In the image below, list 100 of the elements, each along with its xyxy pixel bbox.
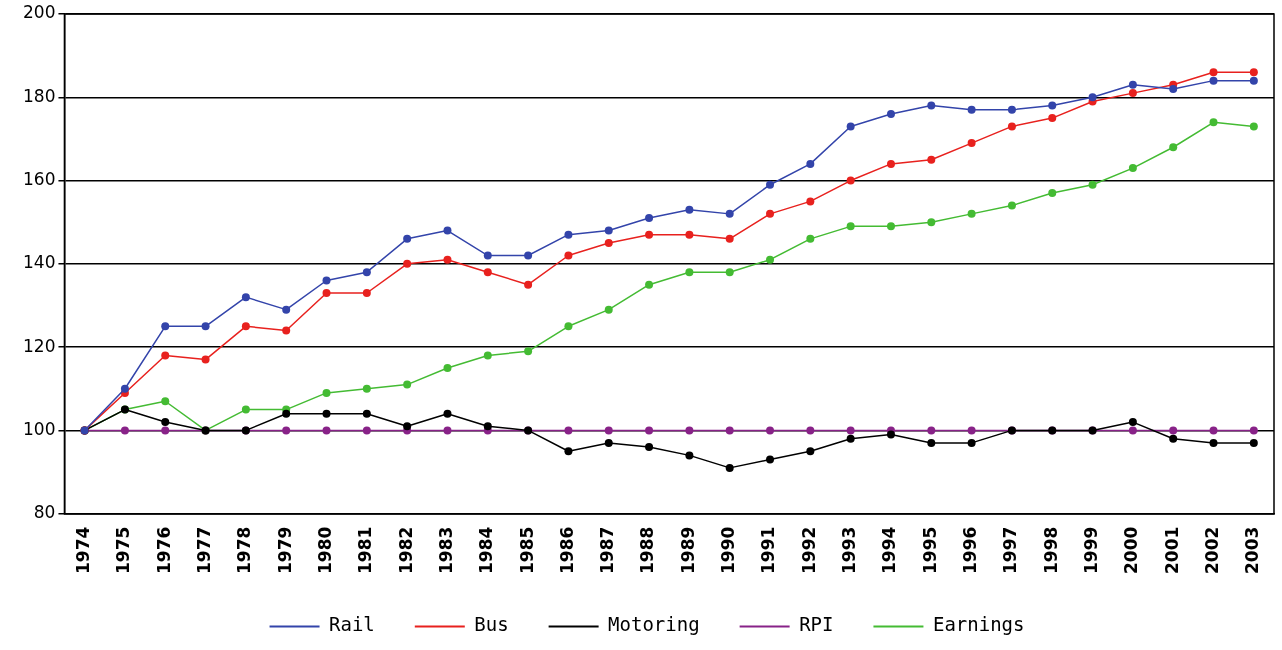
point xyxy=(483,268,492,277)
x-tick-label: 1994 xyxy=(879,526,900,575)
x-tick-label: 1978 xyxy=(234,526,255,575)
x-tick-label: 1983 xyxy=(435,526,456,575)
point xyxy=(443,409,452,418)
point xyxy=(645,280,654,289)
point xyxy=(120,426,129,435)
point xyxy=(564,426,573,435)
point xyxy=(443,255,452,264)
x-tick-label: 1992 xyxy=(798,526,819,575)
point xyxy=(725,209,734,218)
point xyxy=(645,214,654,223)
point xyxy=(927,155,936,164)
point xyxy=(685,230,694,239)
x-tick-label: 2003 xyxy=(1242,526,1263,575)
point xyxy=(604,438,613,447)
point xyxy=(1048,114,1057,123)
point xyxy=(1048,189,1057,198)
x-tick-label: 1988 xyxy=(637,526,658,575)
point xyxy=(967,139,976,148)
point xyxy=(1007,105,1016,114)
point xyxy=(725,463,734,472)
point xyxy=(362,409,371,418)
point xyxy=(443,226,452,235)
point xyxy=(927,101,936,110)
point xyxy=(161,322,170,331)
point xyxy=(806,234,815,243)
point xyxy=(1209,68,1218,77)
point xyxy=(161,426,170,435)
point xyxy=(1128,426,1137,435)
x-tick-label: 1975 xyxy=(113,526,134,575)
point xyxy=(766,255,775,264)
point xyxy=(282,326,291,335)
point xyxy=(1169,143,1178,152)
x-tick-label: 1987 xyxy=(597,526,618,575)
point xyxy=(403,380,412,389)
point xyxy=(967,209,976,218)
point xyxy=(1249,68,1258,77)
point xyxy=(766,180,775,189)
point xyxy=(241,293,250,302)
point xyxy=(1209,438,1218,447)
point xyxy=(886,222,895,231)
point xyxy=(1209,76,1218,85)
point xyxy=(161,397,170,406)
point xyxy=(1169,426,1178,435)
point xyxy=(766,426,775,435)
point xyxy=(806,447,815,456)
point xyxy=(886,109,895,118)
point xyxy=(362,268,371,277)
x-tick-label: 1982 xyxy=(395,526,416,575)
y-tick-label: 160 xyxy=(22,168,56,189)
point xyxy=(524,347,533,356)
x-tick-label: 1981 xyxy=(355,526,376,575)
x-tick-label: 1996 xyxy=(960,526,981,575)
point xyxy=(1249,426,1258,435)
point xyxy=(685,205,694,214)
point xyxy=(685,451,694,460)
point xyxy=(604,426,613,435)
x-tick-label: 1986 xyxy=(556,526,577,575)
point xyxy=(322,276,331,285)
point xyxy=(725,268,734,277)
point xyxy=(846,434,855,443)
point xyxy=(1128,80,1137,89)
point xyxy=(443,426,452,435)
point xyxy=(282,305,291,314)
point xyxy=(403,259,412,268)
point xyxy=(524,280,533,289)
point xyxy=(483,251,492,260)
point xyxy=(927,426,936,435)
x-tick-label: 1991 xyxy=(758,526,779,575)
x-tick-label: 1990 xyxy=(718,526,739,575)
point xyxy=(604,305,613,314)
point xyxy=(604,226,613,235)
point xyxy=(1249,76,1258,85)
point xyxy=(282,409,291,418)
point xyxy=(806,159,815,168)
x-tick-label: 1976 xyxy=(153,526,174,575)
point xyxy=(927,438,936,447)
point xyxy=(443,363,452,372)
point xyxy=(967,105,976,114)
point xyxy=(725,426,734,435)
x-tick-label: 1997 xyxy=(1000,526,1021,575)
point xyxy=(1088,180,1097,189)
legend-label: Rail xyxy=(329,613,375,636)
point xyxy=(967,438,976,447)
point xyxy=(1007,201,1016,210)
point xyxy=(322,409,331,418)
point xyxy=(564,447,573,456)
point xyxy=(1128,418,1137,427)
x-tick-label: 1989 xyxy=(677,526,698,575)
y-tick-label: 80 xyxy=(33,502,56,523)
point xyxy=(322,388,331,397)
point xyxy=(846,426,855,435)
point xyxy=(161,351,170,360)
point xyxy=(1088,93,1097,102)
point xyxy=(846,222,855,231)
point xyxy=(322,288,331,297)
point xyxy=(564,251,573,260)
y-tick-label: 100 xyxy=(22,418,56,439)
point xyxy=(282,426,291,435)
